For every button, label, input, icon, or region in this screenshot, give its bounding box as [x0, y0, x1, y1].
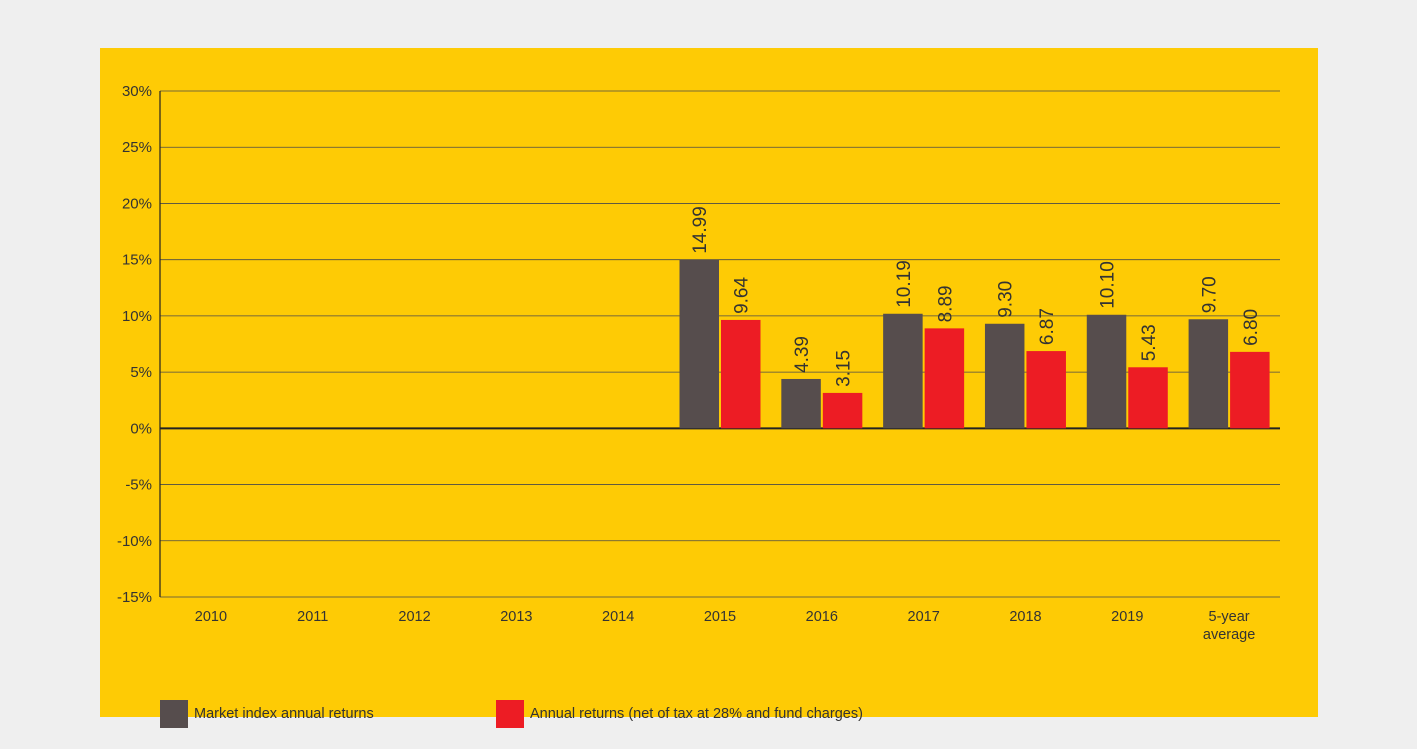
- data-label: 9.70: [1199, 276, 1220, 313]
- bar: [984, 323, 1025, 429]
- legend-label-net: Annual returns (net of tax at 28% and fu…: [530, 706, 863, 722]
- bar-chart: 30% 25% 20% 15% 10% 5% 0% -5% -10% -15% 2010 2011 20…: [117, 83, 1280, 643]
- x-tick-label: 2015: [704, 609, 736, 625]
- bar: [822, 392, 863, 429]
- bar: [721, 319, 761, 429]
- x-tick-label: 2017: [908, 609, 940, 625]
- x-tick-label: 2013: [500, 609, 532, 625]
- y-tick-label: 10%: [122, 308, 152, 325]
- x-tick-label: 2014: [602, 609, 634, 625]
- bar: [679, 259, 719, 429]
- legend-item-net: Annual returns (net of tax at 28% and fu…: [496, 700, 863, 728]
- chart-panel: 30% 25% 20% 15% 10% 5% 0% -5% -10% -15% 2010 2011 20…: [100, 48, 1318, 728]
- data-label: 9.30: [996, 281, 1017, 318]
- bar: [1128, 367, 1168, 429]
- data-label: 9.64: [732, 277, 753, 314]
- data-label: 8.89: [935, 285, 956, 322]
- data-label: 14.99: [690, 206, 711, 254]
- x-tick-label: 2012: [398, 609, 430, 625]
- bar: [1026, 351, 1066, 429]
- y-tick-label: 20%: [122, 195, 152, 212]
- data-label: 6.87: [1037, 308, 1058, 345]
- x-tick-label: 2016: [806, 609, 838, 625]
- y-tick-label: 30%: [122, 83, 152, 100]
- bar: [1086, 314, 1127, 429]
- data-label: 3.15: [834, 350, 855, 387]
- y-tick-label: 15%: [122, 252, 152, 269]
- y-tick-label: 5%: [130, 364, 152, 381]
- data-label: 6.80: [1241, 309, 1262, 346]
- x-tick-label: 5-year: [1209, 609, 1250, 625]
- x-tick-label: 2019: [1111, 609, 1143, 625]
- x-tick-label: 2011: [297, 609, 328, 625]
- x-tick-label: average: [1203, 627, 1255, 643]
- legend-swatch-net: [496, 700, 524, 728]
- data-label: 10.19: [894, 260, 915, 308]
- y-tick-label: -15%: [117, 589, 152, 606]
- y-tick-label: -10%: [117, 533, 152, 550]
- bar: [1188, 319, 1229, 429]
- data-label: 5.43: [1139, 324, 1160, 361]
- y-tick-label: 0%: [130, 420, 152, 437]
- y-tick-label: 25%: [122, 139, 152, 156]
- data-label: 4.39: [792, 336, 813, 373]
- legend-label-market: Market index annual returns: [194, 706, 374, 722]
- bar: [1230, 351, 1270, 429]
- bar: [883, 313, 923, 429]
- bar: [781, 378, 821, 429]
- legend-item-market: Market index annual returns: [160, 700, 374, 728]
- x-tick-label: 2018: [1009, 609, 1041, 625]
- bar: [924, 328, 965, 429]
- legend-swatch-market: [160, 700, 188, 728]
- x-tick-label: 2010: [195, 609, 227, 625]
- y-tick-label: -5%: [125, 477, 152, 494]
- data-label: 10.10: [1098, 261, 1119, 309]
